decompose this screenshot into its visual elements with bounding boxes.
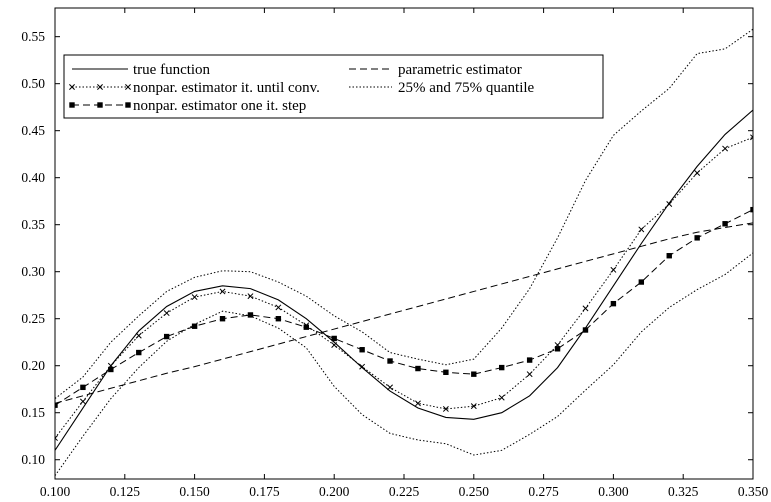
point-nonpar-estimator-it-until-conv	[219, 288, 226, 295]
point-nonpar-estimator-one-it-step	[275, 316, 282, 322]
point-nonpar-estimator-one-it-step	[526, 357, 533, 363]
point-nonpar-estimator-it-until-conv	[331, 342, 338, 348]
series-layer	[55, 28, 753, 476]
y-tick-label: 0.45	[21, 123, 45, 138]
series-line-nonpar-estimator-it-until-conv	[55, 136, 753, 439]
legend-marker-x	[125, 84, 131, 90]
point-nonpar-estimator-it-until-conv	[275, 304, 282, 311]
point-nonpar-estimator-it-until-conv	[638, 226, 645, 233]
point-nonpar-estimator-one-it-step	[554, 346, 561, 352]
x-tick-label: 0.250	[459, 484, 490, 499]
point-nonpar-estimator-it-until-conv	[247, 293, 254, 300]
point-nonpar-estimator-it-until-conv	[750, 134, 753, 141]
legend-label-nonpar-step: nonpar. estimator one it. step	[133, 98, 306, 114]
y-tick-label: 0.55	[21, 29, 45, 44]
x-tick-label: 0.150	[179, 484, 210, 499]
point-nonpar-estimator-it-until-conv	[359, 363, 366, 370]
point-nonpar-estimator-one-it-step	[582, 327, 589, 333]
point-nonpar-estimator-it-until-conv	[582, 305, 589, 312]
x-tick-label: 0.350	[738, 484, 769, 499]
point-nonpar-estimator-one-it-step	[610, 300, 617, 307]
point-nonpar-estimator-one-it-step	[80, 384, 86, 391]
y-tick-label: 0.15	[21, 405, 45, 420]
legend-label-parametric-estimator: parametric estimator	[398, 62, 522, 78]
y-tick-label: 0.30	[21, 264, 45, 279]
point-nonpar-estimator-one-it-step	[387, 358, 393, 364]
x-tick-label: 0.200	[319, 484, 350, 499]
legend: true function parametric estimator nonpa…	[63, 54, 604, 119]
point-nonpar-estimator-one-it-step	[415, 365, 421, 372]
legend-sample-nonpar-conv	[69, 84, 131, 90]
point-nonpar-estimator-it-until-conv	[442, 406, 449, 412]
x-tick-label: 0.325	[668, 484, 699, 499]
x-tick-label: 0.300	[598, 484, 629, 499]
point-nonpar-estimator-one-it-step	[499, 364, 505, 371]
point-nonpar-estimator-it-until-conv	[191, 294, 198, 301]
legend-label-nonpar-conv: nonpar. estimator it. until conv.	[133, 80, 320, 96]
x-tick-label: 0.275	[528, 484, 559, 499]
legend-marker-square	[69, 102, 75, 108]
point-nonpar-estimator-one-it-step	[666, 253, 672, 259]
point-nonpar-estimator-one-it-step	[55, 402, 58, 408]
point-nonpar-estimator-one-it-step	[303, 324, 309, 330]
axis-ticks: 0.100 0.125 0.150 0.175 0.200 0.225 0.250 0.275…	[21, 8, 768, 499]
point-nonpar-estimator-it-until-conv	[694, 170, 701, 176]
y-tick-label: 0.25	[21, 311, 45, 326]
point-nonpar-estimator-it-until-conv	[135, 332, 142, 339]
point-nonpar-estimator-one-it-step	[136, 349, 142, 356]
point-nonpar-estimator-it-until-conv	[498, 394, 505, 401]
series-line-true-function	[55, 109, 753, 451]
point-nonpar-estimator-it-until-conv	[163, 310, 170, 317]
x-tick-label: 0.175	[249, 484, 280, 499]
point-nonpar-estimator-one-it-step	[471, 371, 477, 377]
x-tick-label: 0.125	[110, 484, 141, 499]
x-tick-label: 0.100	[40, 484, 71, 499]
y-tick-label: 0.50	[21, 76, 45, 91]
legend-marker-x	[69, 84, 75, 90]
point-nonpar-estimator-it-until-conv	[387, 384, 393, 391]
point-nonpar-estimator-one-it-step	[163, 333, 170, 340]
legend-marker-square	[125, 102, 131, 108]
point-nonpar-estimator-one-it-step	[722, 221, 728, 227]
point-nonpar-estimator-one-it-step	[219, 316, 226, 322]
legend-sample-nonpar-step	[69, 102, 131, 108]
point-nonpar-estimator-one-it-step	[359, 347, 365, 353]
point-nonpar-estimator-one-it-step	[750, 206, 753, 213]
point-nonpar-estimator-it-until-conv	[470, 403, 477, 410]
y-tick-label: 0.10	[21, 452, 45, 467]
point-nonpar-estimator-it-until-conv	[666, 201, 673, 207]
point-nonpar-estimator-one-it-step	[694, 235, 700, 241]
y-tick-label: 0.35	[21, 217, 45, 232]
point-nonpar-estimator-it-until-conv	[79, 398, 86, 405]
point-nonpar-estimator-one-it-step	[191, 323, 198, 329]
point-nonpar-estimator-it-until-conv	[610, 266, 617, 273]
point-nonpar-estimator-it-until-conv	[526, 371, 533, 378]
legend-marker-x	[97, 84, 103, 90]
point-nonpar-estimator-one-it-step	[638, 279, 645, 285]
point-nonpar-estimator-one-it-step	[331, 335, 337, 342]
legend-box	[63, 54, 604, 119]
point-nonpar-estimator-it-until-conv	[722, 145, 729, 152]
point-nonpar-estimator-it-until-conv	[55, 435, 58, 442]
legend-label-quantile: 25% and 75% quantile	[398, 80, 535, 96]
y-tick-label: 0.20	[21, 358, 45, 373]
point-nonpar-estimator-one-it-step	[247, 312, 254, 318]
legend-label-true-function: true function	[133, 62, 211, 78]
series-line-nonpar-estimator-one-it-step	[55, 209, 753, 406]
point-nonpar-estimator-one-it-step	[108, 366, 114, 373]
point-nonpar-estimator-it-until-conv	[415, 400, 421, 407]
y-tick-label: 0.40	[21, 170, 45, 185]
x-tick-label: 0.225	[389, 484, 420, 499]
legend-marker-square	[97, 102, 103, 108]
point-nonpar-estimator-one-it-step	[443, 369, 449, 375]
